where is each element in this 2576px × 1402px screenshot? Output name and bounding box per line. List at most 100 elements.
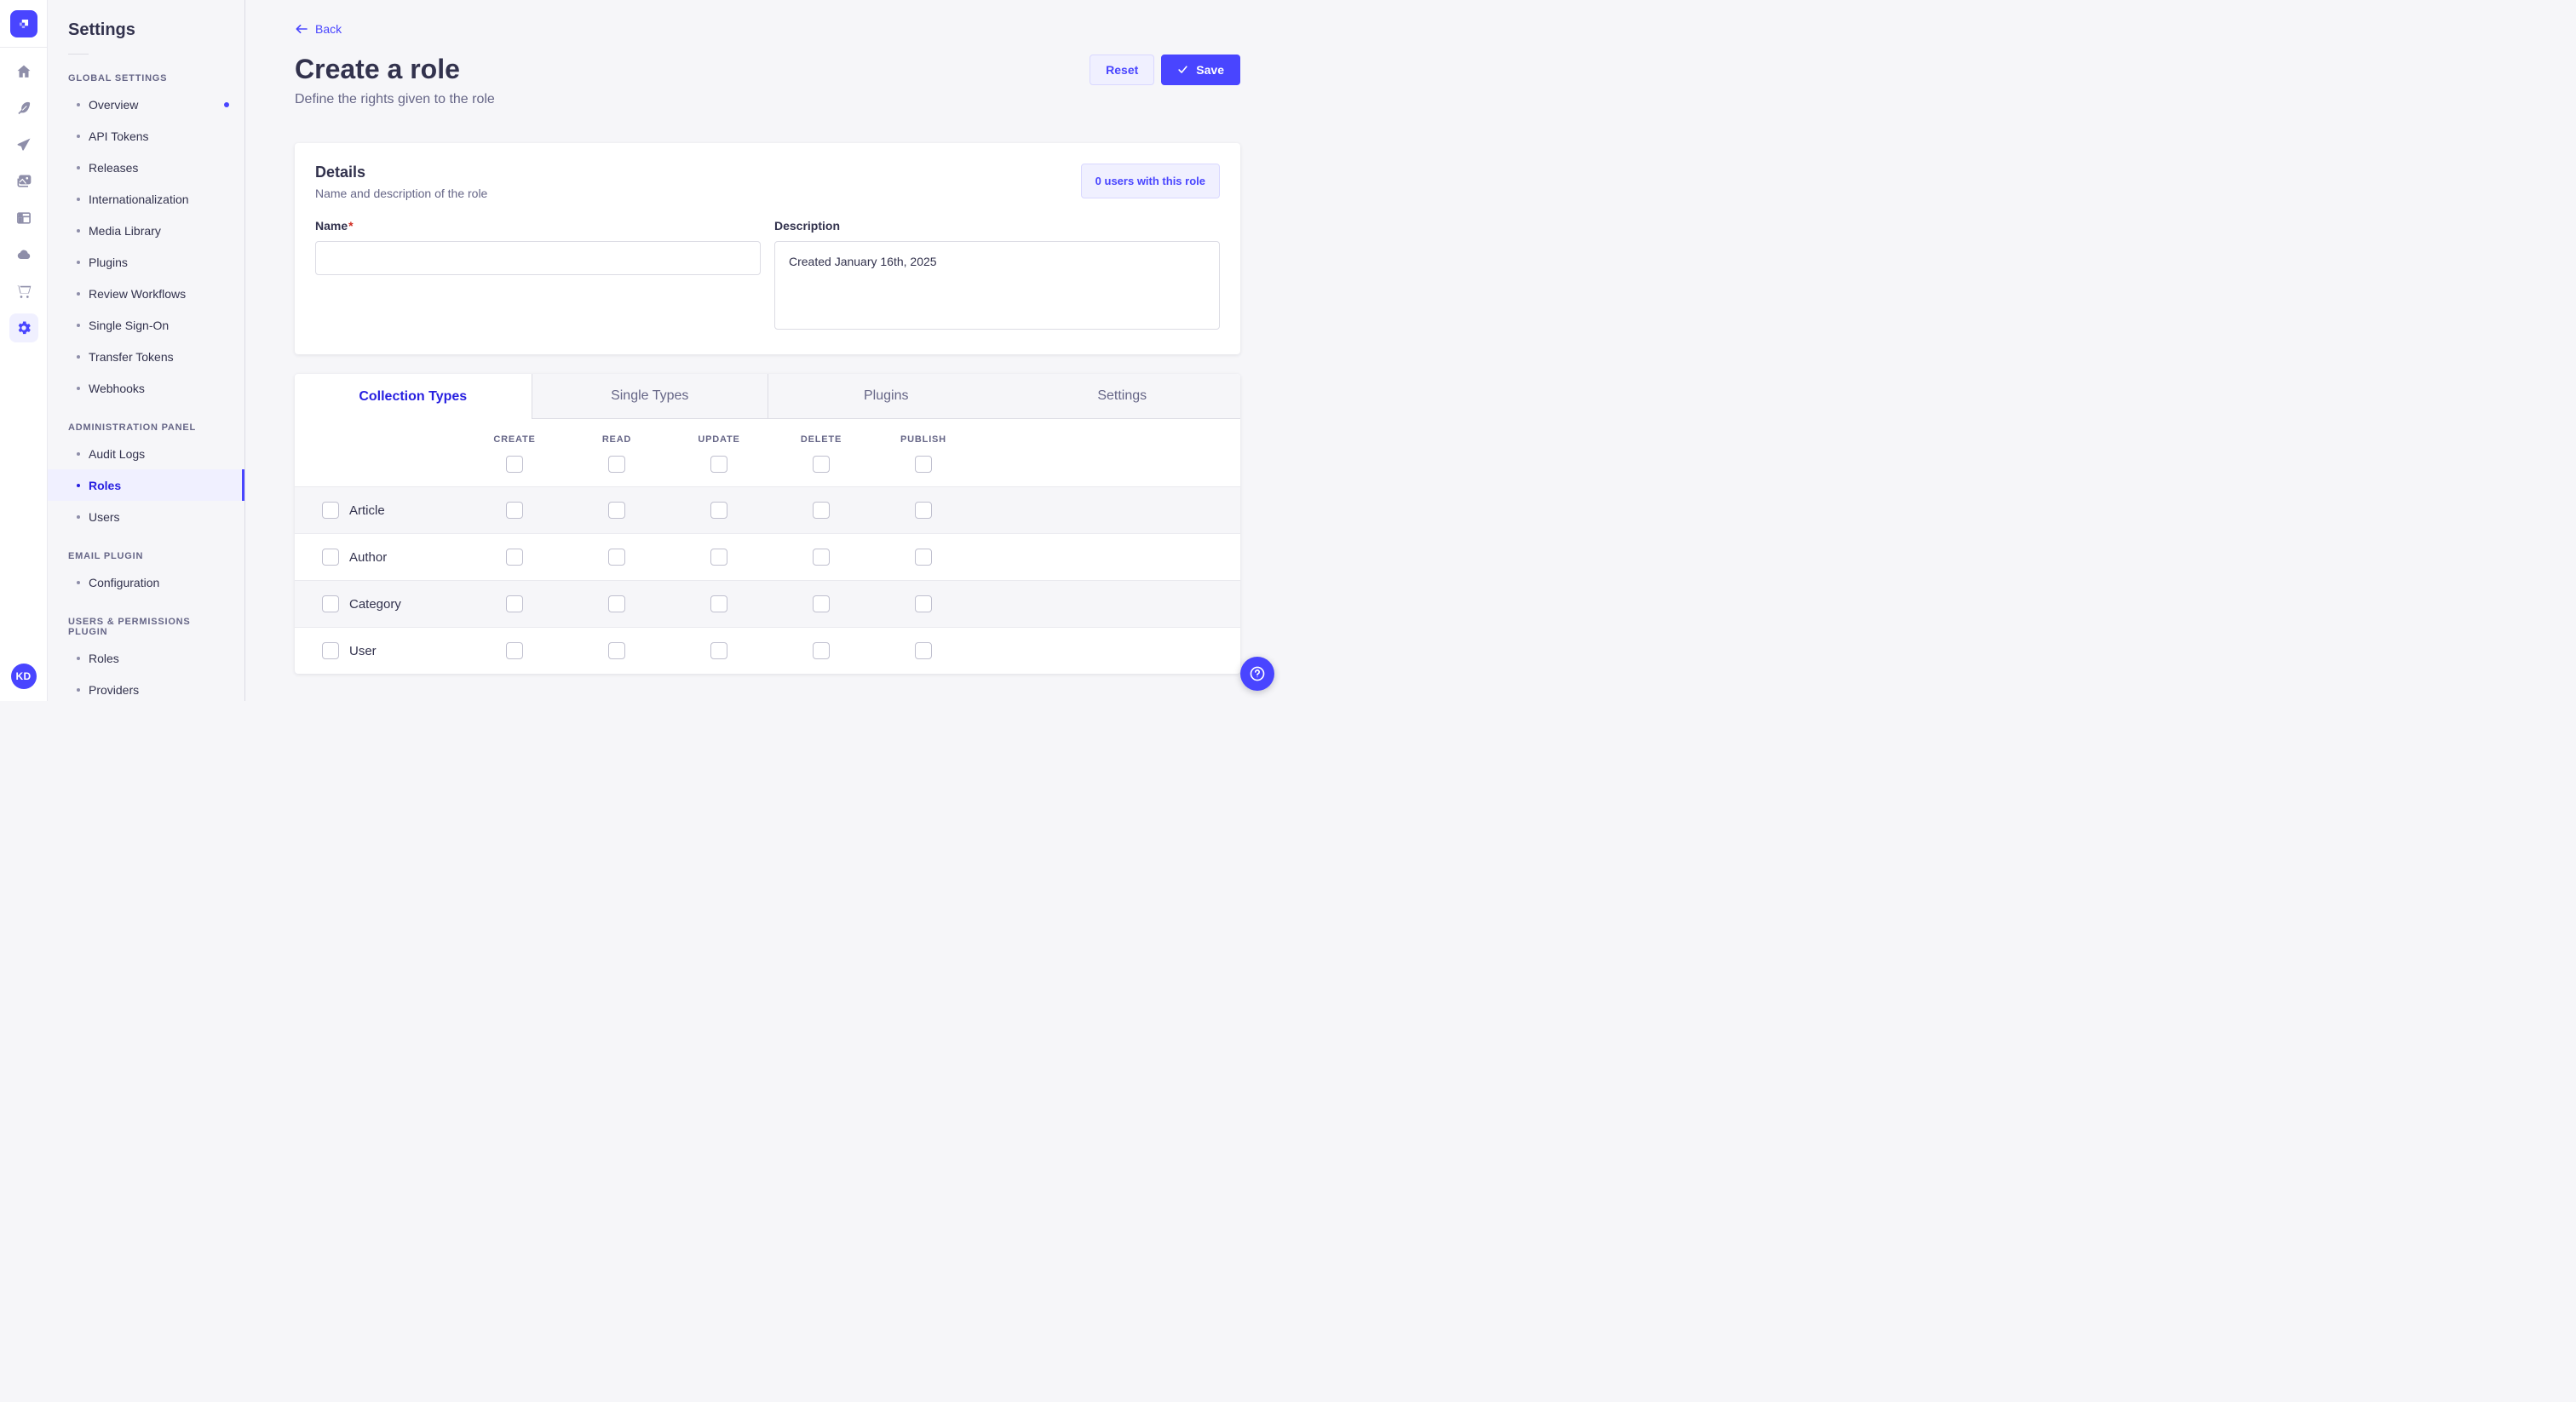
sidebar-item-transfer-tokens[interactable]: Transfer Tokens [48,341,244,372]
sidebar-item-releases[interactable]: Releases [48,152,244,183]
select-all-delete-checkbox[interactable] [813,456,830,473]
reset-button[interactable]: Reset [1090,54,1155,85]
permission-checkbox-publish[interactable] [915,502,932,519]
section-label: GLOBAL SETTINGS [68,73,168,83]
row-select-checkbox[interactable] [322,502,339,519]
sidebar-item-single-sign-on[interactable]: Single Sign-On [48,309,244,341]
sidebar-item-configuration[interactable]: Configuration [48,566,244,598]
save-label: Save [1196,62,1224,77]
permissions-header: CREATE READ UPDATE DELETE PUBLISH [295,419,1240,486]
strapi-logo[interactable] [9,9,37,37]
permission-checkbox-read[interactable] [608,642,625,659]
column-header-update: UPDATE [698,434,740,445]
permission-checkbox-update[interactable] [710,642,727,659]
description-field-group: Description Created January 16th, 2025 [774,219,1220,334]
sidebar-item-roles-admin[interactable]: Roles [48,469,244,501]
column-header-create: CREATE [493,434,536,445]
permission-checkbox-publish[interactable] [915,595,932,612]
bullet-icon [77,260,80,264]
description-label: Description [774,219,841,233]
user-avatar[interactable]: KD [10,664,37,689]
title-row: Create a role Reset Save [295,54,1240,85]
bullet-icon [77,687,80,692]
subnav-divider [68,54,89,55]
gear-icon[interactable] [9,313,38,342]
sidebar-item-label: Transfer Tokens [89,349,174,364]
tab-plugins[interactable]: Plugins [768,374,1004,419]
main-content: Back Create a role Reset Save Define the… [245,0,1288,701]
tab-single-types[interactable]: Single Types [531,374,768,419]
sidebar-item-overview[interactable]: Overview [48,89,244,120]
required-asterisk: * [348,219,354,233]
help-button[interactable] [1240,657,1274,691]
sidebar-item-plugins[interactable]: Plugins [48,246,244,278]
header-actions: Reset Save [1090,54,1240,85]
feather-icon[interactable] [9,94,38,123]
description-textarea[interactable]: Created January 16th, 2025 [774,241,1220,330]
permission-checkbox-publish[interactable] [915,549,932,566]
section-email-plugin: EMAIL PLUGIN Configuration [48,551,244,598]
permission-checkbox-create[interactable] [506,549,523,566]
select-all-read-checkbox[interactable] [608,456,625,473]
row-select-checkbox[interactable] [322,595,339,612]
permission-checkbox-create[interactable] [506,642,523,659]
permission-checkbox-delete[interactable] [813,549,830,566]
media-library-icon[interactable] [9,167,38,196]
permission-checkbox-read[interactable] [608,502,625,519]
permission-checkbox-delete[interactable] [813,642,830,659]
users-with-role-button[interactable]: 0 users with this role [1080,164,1220,198]
row-label: User [349,643,377,658]
rail-nav [9,57,38,342]
tab-collection-types[interactable]: Collection Types [295,374,532,419]
permission-checkbox-delete[interactable] [813,595,830,612]
bullet-icon [77,483,80,487]
sidebar-item-webhooks[interactable]: Webhooks [48,372,244,404]
sidebar-item-internationalization[interactable]: Internationalization [48,183,244,215]
sidebar-item-roles-up[interactable]: Roles [48,642,244,674]
sidebar-item-users[interactable]: Users [48,501,244,532]
tab-settings[interactable]: Settings [1003,374,1240,419]
bullet-icon [77,656,80,660]
sidebar-item-api-tokens[interactable]: API Tokens [48,120,244,152]
permission-checkbox-read[interactable] [608,595,625,612]
permission-checkbox-update[interactable] [710,502,727,519]
bullet-icon [77,228,80,233]
name-input[interactable] [315,241,761,275]
details-card-header: Details Name and description of the role… [315,164,1220,200]
bullet-icon [77,354,80,359]
permissions-column-labels: CREATE READ UPDATE DELETE PUBLISH [295,434,1240,445]
back-link[interactable]: Back [295,22,342,36]
home-icon[interactable] [9,57,38,86]
sidebar-item-audit-logs[interactable]: Audit Logs [48,438,244,469]
name-field-group: Name* [315,219,761,334]
select-all-create-checkbox[interactable] [506,456,523,473]
sidebar-item-media-library[interactable]: Media Library [48,215,244,246]
permission-checkbox-publish[interactable] [915,642,932,659]
row-select-checkbox[interactable] [322,642,339,659]
cart-icon[interactable] [9,277,38,306]
permission-checkbox-update[interactable] [710,595,727,612]
select-all-update-checkbox[interactable] [710,456,727,473]
permission-checkbox-create[interactable] [506,595,523,612]
content-type-builder-icon[interactable] [9,204,38,233]
permission-checkbox-create[interactable] [506,502,523,519]
paper-plane-icon[interactable] [9,130,38,159]
sidebar-item-review-workflows[interactable]: Review Workflows [48,278,244,309]
cloud-icon[interactable] [9,240,38,269]
permission-checkbox-update[interactable] [710,549,727,566]
row-label: Author [349,549,388,565]
select-all-publish-checkbox[interactable] [915,456,932,473]
column-header-publish: PUBLISH [900,434,946,445]
icon-rail: KD [0,0,48,701]
row-header: Article [295,502,463,519]
sidebar-item-label: Roles [89,478,122,492]
sidebar-item-providers[interactable]: Providers [48,674,244,701]
row-select-checkbox[interactable] [322,549,339,566]
permission-checkbox-delete[interactable] [813,502,830,519]
name-label: Name* [315,219,354,233]
bullet-icon [77,514,80,519]
section-label: EMAIL PLUGIN [68,551,144,561]
bullet-icon [77,165,80,170]
permission-checkbox-read[interactable] [608,549,625,566]
save-button[interactable]: Save [1161,54,1240,85]
